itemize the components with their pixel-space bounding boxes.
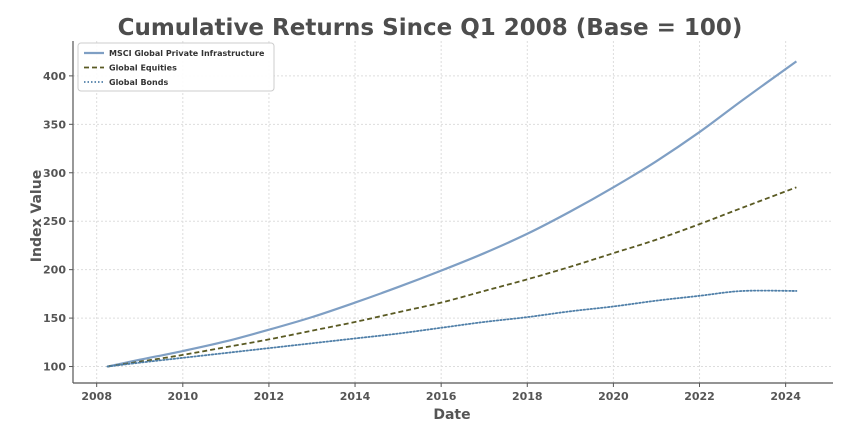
x-tick-label: 2010 (167, 390, 198, 403)
legend: MSCI Global Private Infrastructure Global… (77, 42, 275, 92)
series-line-2 (107, 186, 797, 368)
y-tick-label: 200 (43, 264, 66, 277)
x-tick-label: 2024 (770, 390, 801, 403)
x-tick-label: 2018 (512, 390, 543, 403)
y-tick-label: 250 (43, 215, 66, 228)
x-axis-label: Date (433, 407, 470, 423)
x-tick-label: 2020 (598, 390, 629, 403)
x-tick-label: 2016 (426, 390, 457, 403)
y-axis-label: Index Value (29, 170, 45, 262)
y-tick-label: 350 (43, 118, 66, 131)
legend-label: Global Equities (109, 64, 177, 73)
chart-title: Cumulative Returns Since Q1 2008 (Base =… (118, 15, 743, 41)
grid-layer (73, 41, 833, 383)
series-layer (106, 60, 798, 368)
x-tick-label: 2012 (254, 390, 285, 403)
x-tick-label: 2014 (340, 390, 371, 403)
series-line-3 (106, 289, 798, 368)
y-tick-label: 300 (43, 167, 66, 180)
y-tick-label: 100 (43, 361, 66, 374)
x-tick-label: 2022 (684, 390, 715, 403)
y-tick-label: 150 (43, 312, 66, 325)
legend-label: Global Bonds (109, 78, 168, 87)
legend-box (77, 42, 275, 92)
series-line-1 (107, 60, 798, 368)
x-tick-label: 2008 (81, 390, 112, 403)
y-tick-label: 400 (43, 70, 66, 83)
axis-layer: 2008 2010 2012 2014 2016 2018 2020 2022 2024 100 1… (43, 41, 833, 403)
legend-label: MSCI Global Private Infrastructure (109, 49, 265, 58)
